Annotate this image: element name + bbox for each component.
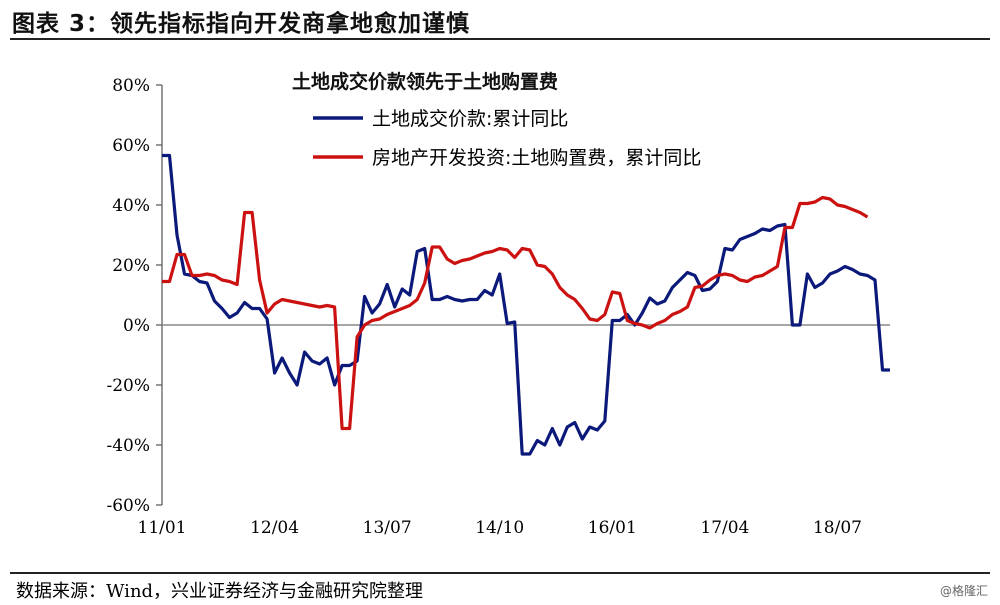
y-tick-label: 80% xyxy=(112,76,150,96)
x-tick-label: 17/04 xyxy=(700,518,749,538)
x-tick-label: 18/07 xyxy=(813,518,862,538)
chart-axes: 80% 60% 40% 20% 0% -20% -40% -60%11/01 12/04 13/0… xyxy=(106,76,890,538)
legend-label: 房地产开发投资:土地购置费，累计同比 xyxy=(372,147,701,169)
series-land-transaction-line xyxy=(162,153,890,456)
series-land-purchase-line xyxy=(162,195,869,431)
x-tick-label: 16/01 xyxy=(588,518,637,538)
chart-title: 土地成交价款领先于土地购置费 xyxy=(292,70,558,93)
x-tick-label: 12/04 xyxy=(250,518,299,538)
data-source-note: 数据来源：Wind，兴业证券经济与金融研究院整理 xyxy=(16,581,424,602)
y-tick-label: -60% xyxy=(106,496,150,516)
watermark: @格隆汇 xyxy=(939,584,988,598)
x-tick-label: 13/07 xyxy=(363,518,412,538)
series-layer xyxy=(162,153,890,456)
y-tick-label: -20% xyxy=(106,376,150,396)
x-tick-label: 11/01 xyxy=(138,518,187,538)
figure-header: 图表 3：领先指标指向开发商拿地愈加谨慎 xyxy=(0,0,1000,40)
y-tick-label: 60% xyxy=(112,136,150,156)
y-tick-label: 40% xyxy=(112,196,150,216)
header-divider xyxy=(10,38,990,40)
y-tick-label: -40% xyxy=(106,436,150,456)
footer-divider xyxy=(10,572,990,574)
chart-background xyxy=(0,40,1000,570)
line-chart: 土地成交价款领先于土地购置费 土地成交价款:累计同比房地产开发投资:土地购置费，… xyxy=(0,40,1000,570)
figure-title: 图表 3：领先指标指向开发商拿地愈加谨慎 xyxy=(12,11,471,37)
y-tick-label: 20% xyxy=(112,256,150,276)
x-tick-label: 14/10 xyxy=(475,518,524,538)
legend-label: 土地成交价款:累计同比 xyxy=(372,108,568,130)
y-tick-label: 0% xyxy=(123,316,150,336)
